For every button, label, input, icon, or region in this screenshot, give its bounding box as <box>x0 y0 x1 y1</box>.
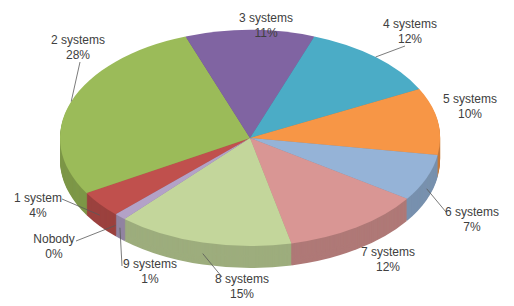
slice <box>116 138 250 219</box>
value-label: 4% <box>29 206 47 220</box>
category-label: 7 systems <box>361 245 415 259</box>
data-label: 6 systems7% <box>445 205 499 234</box>
pie-sides <box>60 31 440 268</box>
data-labels: Nobody0%1 system4%2 systems28%3 systems1… <box>14 11 499 301</box>
value-label: 0% <box>45 247 63 261</box>
slice <box>124 138 291 246</box>
category-label: 2 systems <box>51 33 105 47</box>
category-label: 5 systems <box>443 92 497 106</box>
value-label: 10% <box>458 107 482 121</box>
data-label: 7 systems12% <box>361 245 415 274</box>
value-label: 15% <box>230 287 254 301</box>
data-label: 3 systems11% <box>239 11 293 40</box>
chart: Nobody0%1 system4%2 systems28%3 systems1… <box>0 0 514 306</box>
data-label: 1 system4% <box>14 191 62 220</box>
category-label: 8 systems <box>215 272 269 286</box>
leader-line <box>427 189 446 212</box>
data-label: Nobody0% <box>33 232 74 261</box>
pie-top <box>60 30 440 246</box>
value-label: 12% <box>398 32 422 46</box>
data-label: 2 systems28% <box>51 33 105 62</box>
value-label: 1% <box>141 272 159 286</box>
category-label: Nobody <box>33 232 74 246</box>
data-label: 5 systems10% <box>443 92 497 121</box>
category-label: 6 systems <box>445 205 499 219</box>
data-label: 4 systems12% <box>383 17 437 46</box>
category-label: 3 systems <box>239 11 293 25</box>
leader-line <box>376 46 405 57</box>
category-label: 4 systems <box>383 17 437 31</box>
value-label: 12% <box>376 260 400 274</box>
pie <box>60 30 440 268</box>
value-label: 7% <box>463 220 481 234</box>
leader-line <box>71 62 80 101</box>
leader-line <box>120 228 122 266</box>
category-label: 9 systems <box>123 257 177 271</box>
data-label: 8 systems15% <box>215 272 269 301</box>
value-label: 28% <box>66 48 90 62</box>
category-label: 1 system <box>14 191 62 205</box>
leader-line <box>76 225 116 241</box>
leader-line <box>62 199 100 215</box>
data-label: 9 systems1% <box>123 257 177 286</box>
value-label: 11% <box>254 26 277 40</box>
side-layer <box>60 31 440 247</box>
